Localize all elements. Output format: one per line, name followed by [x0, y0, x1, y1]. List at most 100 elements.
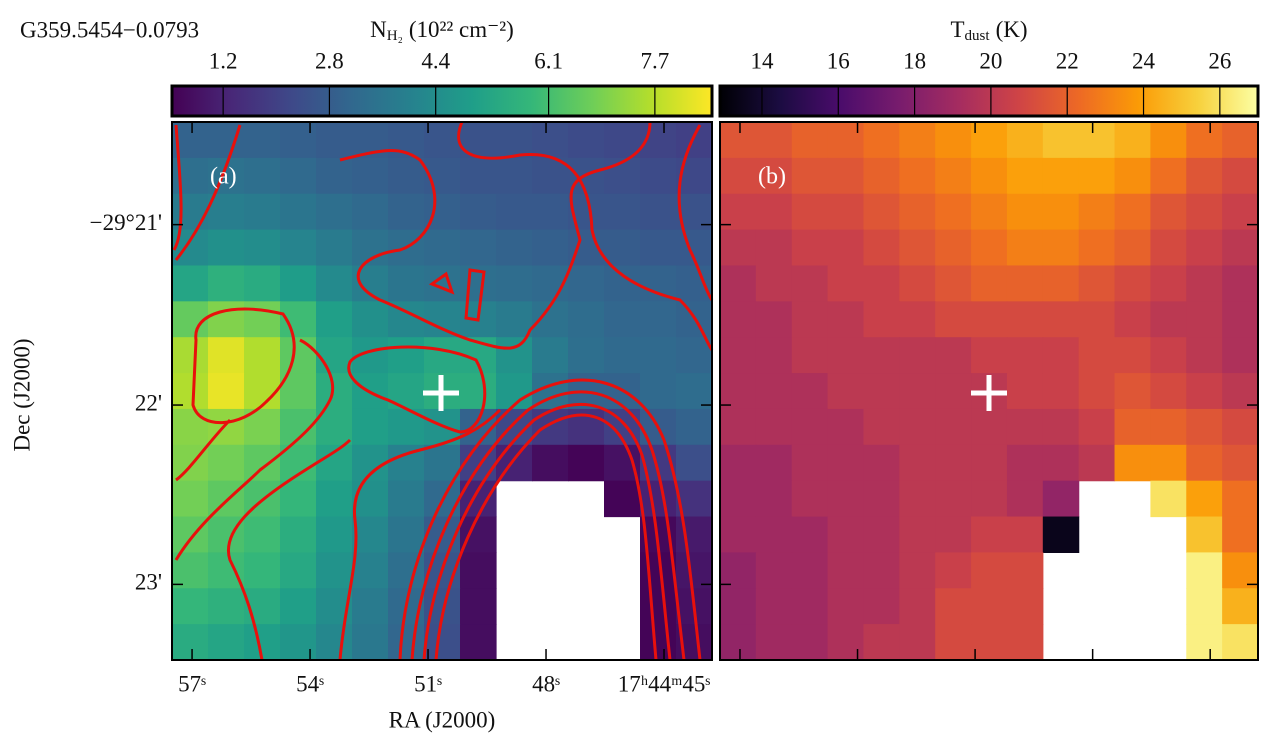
- cell: [720, 444, 757, 482]
- cell: [352, 588, 389, 625]
- cell: [1150, 193, 1187, 231]
- cell: [244, 516, 281, 553]
- cell: [208, 265, 245, 302]
- cell: [172, 229, 209, 267]
- cell: [1042, 229, 1080, 267]
- cell: [935, 122, 972, 159]
- contour: [191, 307, 296, 425]
- cell: [1114, 408, 1151, 446]
- cell: [720, 122, 757, 159]
- cell: [424, 444, 461, 482]
- cell: [1114, 337, 1151, 374]
- cell: [791, 624, 829, 661]
- cell: [640, 265, 677, 302]
- cell: [863, 480, 900, 518]
- cell: [388, 265, 425, 302]
- cell: [208, 444, 245, 482]
- cell: [496, 229, 533, 267]
- cell: [1006, 624, 1044, 661]
- cell: [1006, 301, 1044, 338]
- cell: [1114, 444, 1151, 482]
- cell: [244, 229, 281, 267]
- overlay: [172, 121, 1007, 661]
- cell: [640, 337, 677, 374]
- cell: [1186, 157, 1223, 195]
- cell: [1006, 444, 1044, 482]
- cell: [720, 552, 757, 589]
- cell: [1222, 480, 1259, 518]
- cell: [935, 337, 972, 374]
- cell: [316, 157, 353, 195]
- cell: [1150, 337, 1187, 374]
- cell: [863, 122, 900, 159]
- contour: [226, 438, 352, 661]
- cell: [280, 157, 317, 195]
- cell: [899, 588, 936, 625]
- cell: [388, 193, 425, 231]
- cell: [720, 157, 757, 195]
- colorbar-tick-label: 14: [750, 48, 774, 73]
- cell: [640, 157, 677, 195]
- cell: [460, 157, 497, 195]
- cell: [316, 516, 353, 553]
- cell: [755, 444, 793, 482]
- cell: [791, 444, 829, 482]
- cell: [1114, 193, 1151, 231]
- cell: [863, 301, 900, 338]
- colorbar-tick-label: 7.7: [641, 48, 670, 73]
- cell: [208, 624, 245, 661]
- cell: [208, 373, 245, 410]
- cell: [1150, 408, 1187, 446]
- cell: [827, 229, 865, 267]
- cell: [460, 552, 497, 589]
- cell: [1006, 480, 1044, 518]
- cell: [316, 193, 353, 231]
- cell: [1222, 265, 1259, 302]
- colorbar-label: Tdust (K): [950, 17, 1027, 44]
- cell: [316, 480, 353, 518]
- cell: [863, 373, 900, 410]
- cell: [827, 337, 865, 374]
- cell: [827, 516, 865, 553]
- cell: [971, 265, 1008, 302]
- cell: [1222, 408, 1259, 446]
- cell: [244, 265, 281, 302]
- cell: [1114, 265, 1151, 302]
- cell: [935, 157, 972, 195]
- cell: [532, 229, 569, 267]
- cell: [172, 408, 209, 446]
- cell: [460, 516, 497, 553]
- cell: [604, 229, 641, 267]
- cell: [971, 516, 1008, 553]
- cell: [899, 193, 936, 231]
- cell: [1078, 157, 1116, 195]
- cell: [316, 122, 353, 159]
- cell: [172, 337, 209, 374]
- cell: [827, 122, 865, 159]
- cell: [863, 624, 900, 661]
- cell: [971, 624, 1008, 661]
- cell: [316, 337, 353, 374]
- cell: [1006, 229, 1044, 267]
- cell: [1006, 265, 1044, 302]
- cell: [791, 193, 829, 231]
- cell: [935, 229, 972, 267]
- cell: [1006, 516, 1044, 553]
- cell: [244, 193, 281, 231]
- x-tick-label: 51ˢ: [414, 671, 442, 696]
- panel-frame: [719, 121, 1259, 661]
- contour: [174, 124, 242, 261]
- cell: [827, 157, 865, 195]
- colorbar-tick-label: 1.2: [209, 48, 238, 73]
- cell: [971, 193, 1008, 231]
- cell: [460, 193, 497, 231]
- cell: [640, 301, 677, 338]
- cell: [791, 588, 829, 625]
- cell: [676, 373, 713, 410]
- cell: [1150, 480, 1187, 518]
- cell: [532, 193, 569, 231]
- cell: [935, 265, 972, 302]
- cell: [935, 301, 972, 338]
- cell: [388, 480, 425, 518]
- cell: [1186, 301, 1223, 338]
